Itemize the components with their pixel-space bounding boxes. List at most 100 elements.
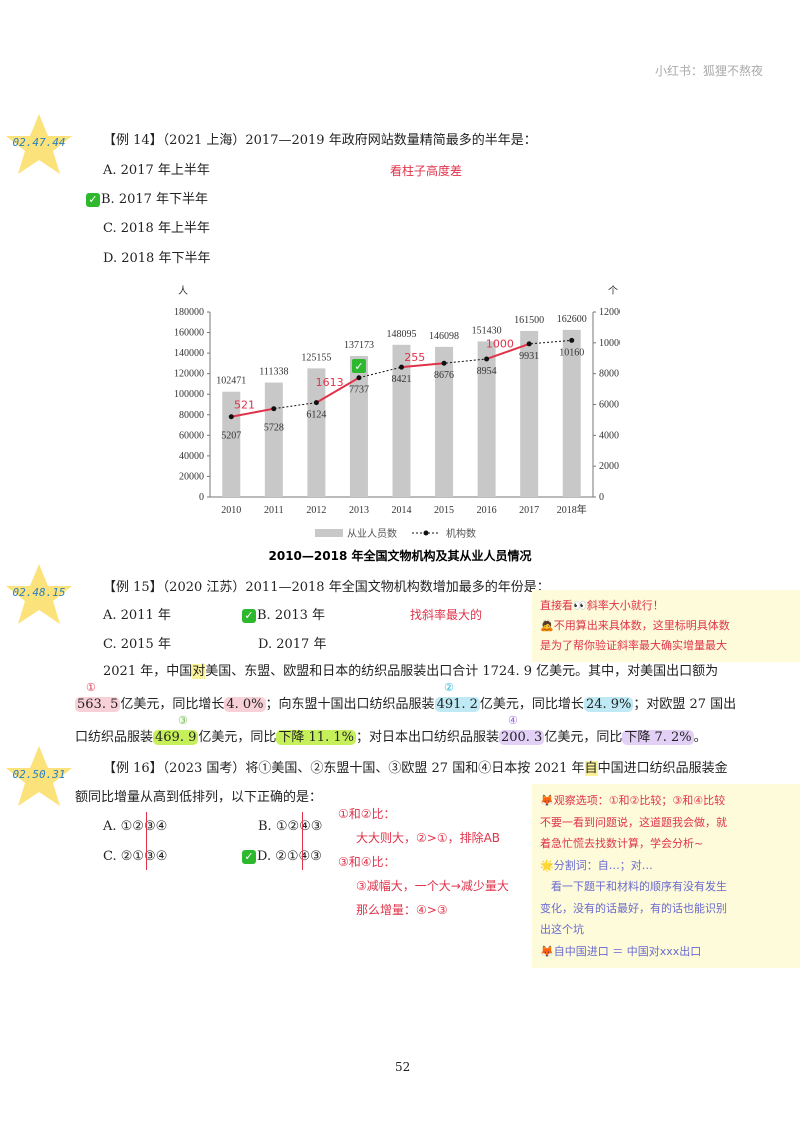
note-line: ③减幅大，一个大→减少量大 [356,879,509,893]
category-label: 2018年 [557,503,587,516]
question-stem: 【例 15】（2020 江苏）2011—2018 年全国文物机构数增加最多的年份… [103,580,550,595]
right-tick-label: 6000 [599,400,619,411]
check-icon: ✓ [242,608,256,623]
annotation-segment [401,362,445,369]
right-tick-label: 10000 [599,338,620,349]
line-point [526,341,532,347]
category-label: 2011 [264,505,284,516]
bar [477,341,496,497]
timestamp-badge: 02.47.44 [4,112,74,176]
tip-line: 🦊观察选项：①和②比较；③和④比较 [540,794,726,807]
timestamp-text: 02.48.15 [12,586,66,599]
left-tick-label: 100000 [174,389,204,400]
option-d[interactable]: D. 2018 年下半年 [103,251,211,266]
tip-line: 🦊自中国进口 ＝ 中国对xxx出口 [540,944,702,958]
handwritten-note: 找斜率最大的 [410,608,483,622]
right-unit: 个 [608,285,618,297]
legend-bar-label: 从业人员数 [347,527,397,540]
annotation-label: 255 [404,351,425,364]
left-tick-label: 80000 [179,410,204,421]
mark-1: ① [86,681,96,694]
option-d[interactable]: D. 2017 年 [258,637,327,652]
value-usa: 563. 5 [75,697,121,712]
line-series [231,339,572,418]
left-tick-label: 20000 [179,471,204,482]
timestamp-text: 02.50.31 [12,768,66,781]
line-value-label: 9931 [519,351,539,362]
bar-value-label: 161500 [514,315,544,326]
bar [222,391,241,497]
line-point [271,406,277,412]
text: 亿美元，同比增长 [479,697,584,712]
left-tick-label: 60000 [179,430,204,441]
chart-title: 2010—2018 年全国文物机构及其从业人员情况 [269,548,532,563]
option-c[interactable]: C. 2018 年上半年 [103,221,210,236]
text: 中国进口纺织品服装金 [597,761,728,776]
value-japan: 200. 3 [498,730,545,745]
left-unit: 人 [178,285,188,297]
left-tick-label: 40000 [179,451,204,462]
text: 口纺织品服装 [75,730,154,745]
bar [264,382,283,497]
bar [392,344,411,497]
option-b[interactable]: B. ①②④③ [258,819,323,834]
option-label: B. 2017 年下半年 [101,192,209,207]
note-line: ①和②比： [338,807,396,821]
bar-value-label: 146098 [429,331,459,342]
bar-value-label: 162600 [557,314,587,325]
check-mark: ✓ [354,360,363,373]
tip-line: 🙇不用算出来具体数，这里标明具体数 [540,619,730,632]
material-line-1: 2021 年，中国对美国、东盟、欧盟和日本的纺织品服装出口合计 1724. 9 … [103,664,718,679]
line-point [228,414,234,420]
tip-line: 着急忙慌去找数计算，学会分析~ [540,837,704,850]
handwritten-note: 看柱子高度差 [390,164,463,178]
line-point [399,364,404,370]
line-value-label: 7737 [349,385,369,396]
legend-bar-swatch [315,529,343,537]
category-label: 2010 [221,505,241,516]
bar [349,356,368,497]
line-value-label: 8421 [392,374,412,385]
option-c[interactable]: C. ②①③④ [103,849,168,864]
chart: 人个02000040000600008000010000012000014000… [174,285,620,563]
option-c[interactable]: C. 2015 年 [103,637,171,652]
right-tick-label: 8000 [599,369,619,380]
line-point [484,356,490,362]
text: 【例 16】（2023 国考）将①美国、②东盟十国、③欧盟 27 国和④日本按 … [103,761,585,776]
left-tick-label: 0 [199,492,204,503]
divider-mark [146,812,147,870]
category-label: 2014 [392,505,412,516]
text: 2021 年，中国 [103,664,193,679]
category-label: 2015 [434,505,454,516]
tip-line: 出这个坑 [540,923,584,936]
bar [435,346,454,497]
check-icon: ✓ [242,849,256,864]
option-a[interactable]: A. 2011 年 [103,608,171,623]
check-icon: ✓ [86,192,100,207]
tip-box: 直接看👀斜率大小就行！ 🙇不用算出来具体数，这里标明具体数 是为了帮你验证斜率最… [532,590,800,662]
option-d[interactable]: ✓ D. ②①④③ [242,849,322,864]
highlight: 自 [584,761,598,776]
annotation-segment [231,407,275,418]
option-b[interactable]: ✓ B. 2013 年 [242,608,325,623]
line-value-label: 8954 [477,366,497,377]
line-point [441,360,447,366]
option-a[interactable]: A. 2017 年上半年 [103,163,210,178]
question-stem-line-2: 额同比增量从高到低排列，以下正确的是： [75,790,323,805]
annotation-segment [315,376,360,404]
legend-line-point [423,530,429,536]
value-eu: 469. 9 [153,730,199,745]
bar-value-label: 151430 [472,325,502,336]
category-label: 2012 [306,505,326,516]
question-stem-line-1: 【例 16】（2023 国考）将①美国、②东盟十国、③欧盟 27 国和④日本按 … [103,761,728,776]
line-value-label: 5728 [264,423,284,434]
option-a[interactable]: A. ①②③④ [103,819,168,834]
text: 。 [693,730,707,745]
option-b[interactable]: ✓ B. 2017 年下半年 [86,192,208,207]
text: 亿美元，同比 [544,730,623,745]
tip-line: 直接看👀斜率大小就行！ [540,599,664,612]
growth-eu: 下降 11. 1% [276,730,356,745]
option-label: B. 2013 年 [257,608,326,623]
bar-value-label: 111338 [259,367,288,378]
